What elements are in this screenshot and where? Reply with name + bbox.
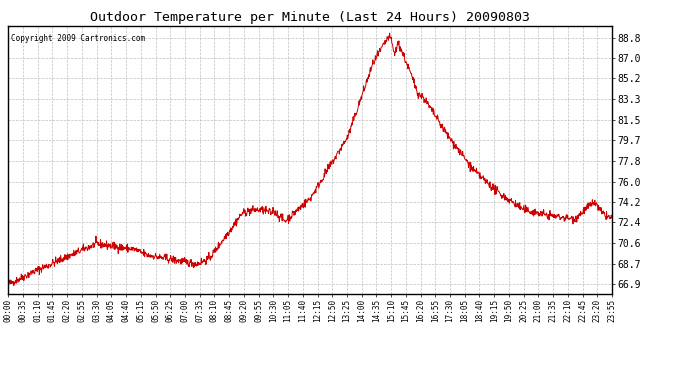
Text: Copyright 2009 Cartronics.com: Copyright 2009 Cartronics.com: [11, 34, 146, 43]
Text: Outdoor Temperature per Minute (Last 24 Hours) 20090803: Outdoor Temperature per Minute (Last 24 …: [90, 11, 531, 24]
